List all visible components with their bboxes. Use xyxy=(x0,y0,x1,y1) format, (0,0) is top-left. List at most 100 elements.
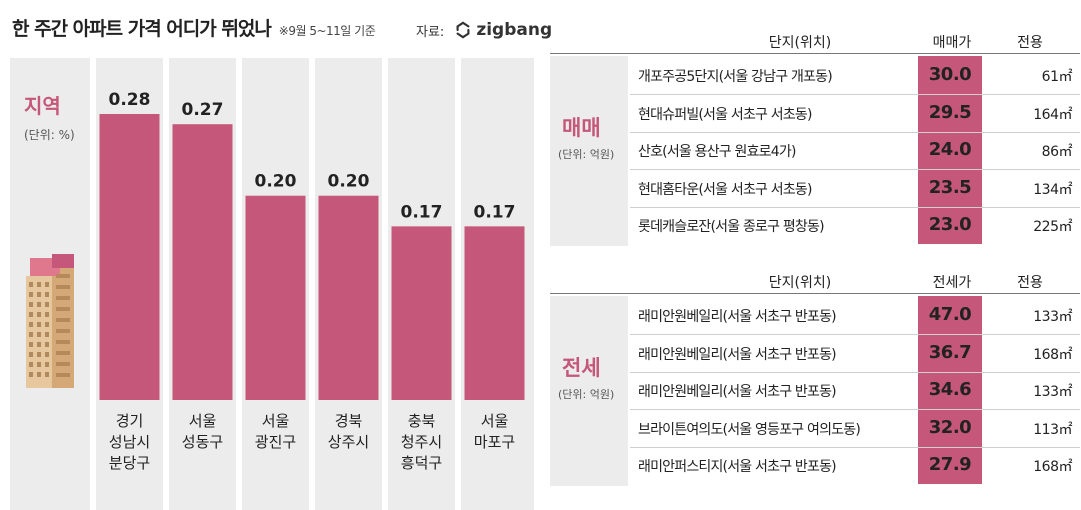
sale-table-unit: (단위: 억원) xyxy=(558,148,615,161)
table-row: 롯데캐슬로잔(서울 종로구 평창동) 23.0 225㎡ xyxy=(630,208,1080,245)
row-area: 225㎡ xyxy=(1033,219,1072,236)
bar-value-label: 0.17 xyxy=(474,202,516,222)
row-complex-name: 래미안원베일리(서울 서초구 반포동) xyxy=(638,309,837,325)
sale-col-name: 단지(위치) xyxy=(768,35,832,51)
bar xyxy=(391,226,452,400)
sale-price-highlight xyxy=(918,56,982,244)
jeonse-col-name: 단지(위치) xyxy=(768,275,832,291)
bar-value-label: 0.20 xyxy=(255,172,297,192)
row-complex-name: 산호(서울 용산구 원효로4가) xyxy=(638,144,796,161)
row-complex-name: 래미안원베일리(서울 서초구 반포동) xyxy=(638,384,837,401)
category-label: 광진구 xyxy=(255,433,296,451)
row-price: 29.5 xyxy=(928,101,972,123)
category-label: 청주시 xyxy=(401,433,442,451)
row-complex-name: 현대홈타운(서울 서초구 서초동) xyxy=(638,181,812,198)
table-row: 현대슈퍼빌(서울 서초구 서초동) 29.5 164㎡ xyxy=(630,96,1080,133)
sale-table-title: 매매 xyxy=(562,116,601,140)
row-price: 23.0 xyxy=(928,214,972,236)
row-area: 61㎡ xyxy=(1041,69,1073,85)
chart-header: 한 주간 아파트 가격 어디가 뛰었나 ※9월 5~11일 기준 xyxy=(12,14,376,44)
category-label: 충북 xyxy=(408,412,436,430)
column-separator xyxy=(455,58,461,510)
period-note: ※9월 5~11일 기준 xyxy=(278,24,376,38)
row-area: 133㎡ xyxy=(1033,309,1072,325)
category-label: 서울 xyxy=(189,412,217,430)
region-chart-title: 지역 xyxy=(24,94,61,118)
row-price: 34.6 xyxy=(928,379,972,401)
jeonse-price-highlight xyxy=(918,296,982,484)
row-area: 133㎡ xyxy=(1033,384,1072,401)
row-area: 168㎡ xyxy=(1033,346,1072,363)
category-label: 분당구 xyxy=(109,454,150,472)
row-price: 32.0 xyxy=(928,416,972,438)
category-label: 서울 xyxy=(481,412,509,430)
row-area: 86㎡ xyxy=(1041,144,1073,161)
table-row: 래미안원베일리(서울 서초구 반포동) 47.0 133㎡ xyxy=(630,298,1080,335)
source-label: 자료: xyxy=(416,24,445,40)
bar-value-label: 0.17 xyxy=(401,202,443,222)
sale-price-table: 단지(위치) 매매가 전용 매매 (단위: 억원) 개포주공5단지(서울 강남구… xyxy=(550,30,1080,248)
table-row: 래미안원베일리(서울 서초구 반포동) 34.6 133㎡ xyxy=(630,373,1080,411)
column-separator xyxy=(236,58,242,510)
jeonse-col-area: 전용 xyxy=(1017,275,1043,291)
column-separator xyxy=(309,58,315,510)
category-label: 경기 xyxy=(116,412,144,430)
column-separator xyxy=(382,58,388,510)
jeonse-table-unit: (단위: 억원) xyxy=(558,388,615,401)
row-complex-name: 래미안퍼스티지(서울 서초구 반포동) xyxy=(638,459,837,476)
bar-value-label: 0.20 xyxy=(328,172,370,192)
bar-value-label: 0.27 xyxy=(182,100,224,120)
bar xyxy=(172,124,233,400)
bar xyxy=(245,195,306,400)
sale-col-area: 전용 xyxy=(1017,35,1043,51)
column-separator xyxy=(90,58,96,510)
sale-col-price: 매매가 xyxy=(932,35,972,51)
category-label: 마포구 xyxy=(474,433,515,451)
row-price: 23.5 xyxy=(928,176,972,198)
row-price: 24.0 xyxy=(928,139,972,161)
bar xyxy=(318,195,379,400)
chart-title: 한 주간 아파트 가격 어디가 뛰었나 xyxy=(12,18,272,40)
jeonse-table-title: 전세 xyxy=(562,356,601,380)
category-label: 서울 xyxy=(262,412,290,430)
row-complex-name: 브라이튼여의도(서울 영등포구 여의도동) xyxy=(638,421,861,438)
source-logo: zigbang xyxy=(454,20,552,40)
jeonse-col-price: 전세가 xyxy=(932,275,972,291)
bar xyxy=(99,114,160,400)
row-price: 47.0 xyxy=(928,304,972,325)
category-label: 흥덕구 xyxy=(401,454,442,472)
zigbang-logo-icon xyxy=(456,21,470,39)
sale-table-header: 단지(위치) 매매가 전용 xyxy=(550,30,1080,54)
column-separator xyxy=(163,58,169,510)
region-chart-unit: (단위: %) xyxy=(24,128,75,142)
category-label: 경북 xyxy=(335,412,363,430)
table-row: 개포주공5단지(서울 강남구 개포동) 30.0 61㎡ xyxy=(630,58,1080,95)
row-price: 36.7 xyxy=(928,341,972,363)
jeonse-table-header: 단지(위치) 전세가 전용 xyxy=(550,270,1080,294)
jeonse-price-table: 단지(위치) 전세가 전용 전세 (단위: 억원) 래미안원베일리(서울 서초구… xyxy=(550,270,1080,490)
table-row: 래미안퍼스티지(서울 서초구 반포동) 27.9 168㎡ xyxy=(630,448,1080,485)
row-complex-name: 개포주공5단지(서울 강남구 개포동) xyxy=(638,69,833,85)
table-row: 브라이튼여의도(서울 영등포구 여의도동) 32.0 113㎡ xyxy=(630,411,1080,448)
apartment-building-icon xyxy=(26,254,74,388)
source-brand: zigbang xyxy=(476,20,553,40)
row-price: 27.9 xyxy=(928,454,972,476)
row-area: 164㎡ xyxy=(1033,106,1072,123)
category-label: 성남시 xyxy=(109,433,150,451)
category-label: 상주시 xyxy=(328,433,369,451)
table-row: 현대홈타운(서울 서초구 서초동) 23.5 134㎡ xyxy=(630,171,1080,208)
table-row: 산호(서울 용산구 원효로4가) 24.0 86㎡ xyxy=(630,133,1080,171)
row-area: 113㎡ xyxy=(1033,421,1072,438)
row-complex-name: 롯데캐슬로잔(서울 종로구 평창동) xyxy=(638,219,825,236)
row-price: 30.0 xyxy=(928,64,972,85)
sale-side-panel: 매매 (단위: 억원) xyxy=(550,56,628,246)
jeonse-side-panel: 전세 (단위: 억원) xyxy=(550,296,628,486)
row-area: 134㎡ xyxy=(1033,181,1072,198)
category-label: 성동구 xyxy=(182,433,223,451)
source-credit: 자료: zigbang xyxy=(416,20,552,40)
bar xyxy=(464,226,525,400)
row-complex-name: 현대슈퍼빌(서울 서초구 서초동) xyxy=(638,106,812,123)
bar-value-label: 0.28 xyxy=(109,90,151,110)
